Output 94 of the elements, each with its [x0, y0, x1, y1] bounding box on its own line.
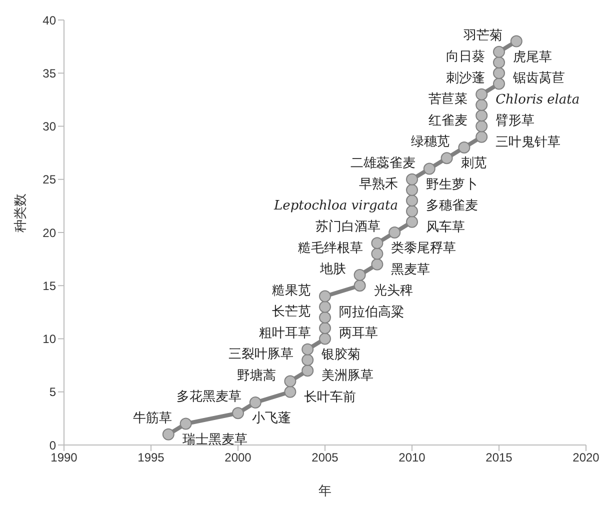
annotation: 野塘蒿: [237, 368, 276, 384]
point: [319, 332, 331, 345]
x-tick-label: 2015: [486, 450, 513, 465]
point: [249, 396, 262, 408]
y-tick-label: 0: [49, 438, 56, 452]
point: [371, 237, 384, 250]
point: [302, 354, 314, 366]
y-tick-label: 15: [42, 278, 56, 293]
annotation: 牛筋草: [132, 410, 172, 426]
annotation: 多花黑麦草: [176, 390, 242, 404]
point: [423, 162, 436, 175]
x-tick-label: 2010: [398, 450, 426, 465]
y-tick-label: 30: [42, 120, 56, 134]
annotation: 刺沙蓬: [446, 70, 485, 86]
point: [406, 184, 418, 196]
point: [406, 205, 418, 218]
annotation: 早熟禾: [359, 177, 398, 192]
x-tick-label: 2020: [572, 450, 600, 465]
annotation: 绿穗苋: [411, 134, 450, 150]
point: [180, 418, 192, 430]
annotation: 三裂叶豚草: [228, 347, 294, 362]
point: [458, 142, 470, 154]
annotation: 光头稗: [374, 284, 413, 299]
annotation: Leptochloa virgata: [273, 198, 398, 214]
x-tick-label: 1990: [50, 450, 78, 465]
point: [302, 343, 314, 356]
x-tick-label: 2005: [312, 450, 339, 465]
annotation: 羽芒菊: [462, 28, 502, 44]
annotation: 粗叶耳草: [259, 326, 311, 341]
annotation: 三叶鬼针草: [496, 134, 561, 150]
point: [493, 46, 505, 58]
annotation: 长芒苋: [272, 304, 311, 320]
annotation: 美洲豚草: [322, 368, 374, 384]
annotation: 虎尾草: [513, 50, 552, 65]
annotation: 两耳草: [339, 326, 378, 342]
y-tick-label: 5: [49, 385, 56, 400]
annotation: 黑麦草: [391, 262, 430, 278]
annotation: 野生萝卜: [426, 177, 478, 192]
point: [162, 428, 174, 440]
annotation: 向日葵: [446, 50, 485, 64]
annotation: 小飞蓬: [252, 411, 291, 426]
annotation: 苦苣菜: [428, 92, 468, 107]
y-tick-label: 35: [42, 66, 56, 80]
annotation: 红雀麦: [428, 113, 468, 128]
y-tick-label: 10: [42, 332, 56, 346]
point: [232, 407, 244, 420]
point: [354, 280, 366, 292]
point: [388, 226, 401, 238]
x-tick-label: 2000: [224, 450, 252, 465]
point: [319, 312, 331, 324]
point: [319, 300, 331, 313]
y-tick-label: 40: [42, 13, 56, 28]
point: [284, 386, 296, 398]
point: [493, 67, 505, 80]
point: [510, 35, 522, 48]
point: [476, 110, 488, 122]
point: [319, 290, 331, 302]
annotation: 类黍尾稃草: [391, 241, 456, 256]
y-tick-label: 25: [42, 172, 56, 187]
annotation: 糙果苋: [272, 283, 311, 298]
annotation: 糙毛绊根草: [298, 240, 364, 256]
y-axis-title: 种类数: [14, 194, 29, 232]
point: [371, 248, 384, 260]
annotation: 长叶车前: [304, 390, 356, 405]
annotation: 多穗雀麦: [426, 198, 478, 214]
y-tick-label: 20: [42, 226, 56, 240]
point: [302, 364, 314, 377]
point: [476, 120, 488, 132]
point: [476, 88, 488, 100]
point: [476, 130, 488, 143]
annotation: 苏门白酒草: [316, 218, 381, 234]
point: [354, 269, 366, 281]
annotation: 刺苋: [460, 156, 487, 172]
x-tick-label: 1995: [138, 450, 165, 465]
point: [406, 216, 418, 228]
annotation: 地肤: [318, 262, 346, 277]
point: [493, 56, 505, 68]
annotation: 臂形草: [496, 112, 535, 129]
point: [406, 173, 418, 186]
annotation: 风车草: [426, 220, 465, 235]
point: [284, 375, 296, 388]
point: [319, 322, 331, 334]
annotation: 二雄蕊雀麦: [350, 156, 416, 171]
point: [493, 78, 505, 90]
annotation: 瑞士黑麦草: [182, 432, 248, 448]
point: [406, 194, 418, 207]
point: [371, 258, 384, 270]
point: [440, 152, 453, 164]
x-axis-title: 年: [318, 484, 332, 499]
annotation: 锯齿莴苣: [512, 71, 565, 86]
annotation: 银胶菊: [320, 347, 361, 362]
annotation: Chloris elata: [496, 92, 580, 108]
point: [476, 99, 488, 111]
annotation: 阿拉伯高粱: [339, 304, 404, 320]
